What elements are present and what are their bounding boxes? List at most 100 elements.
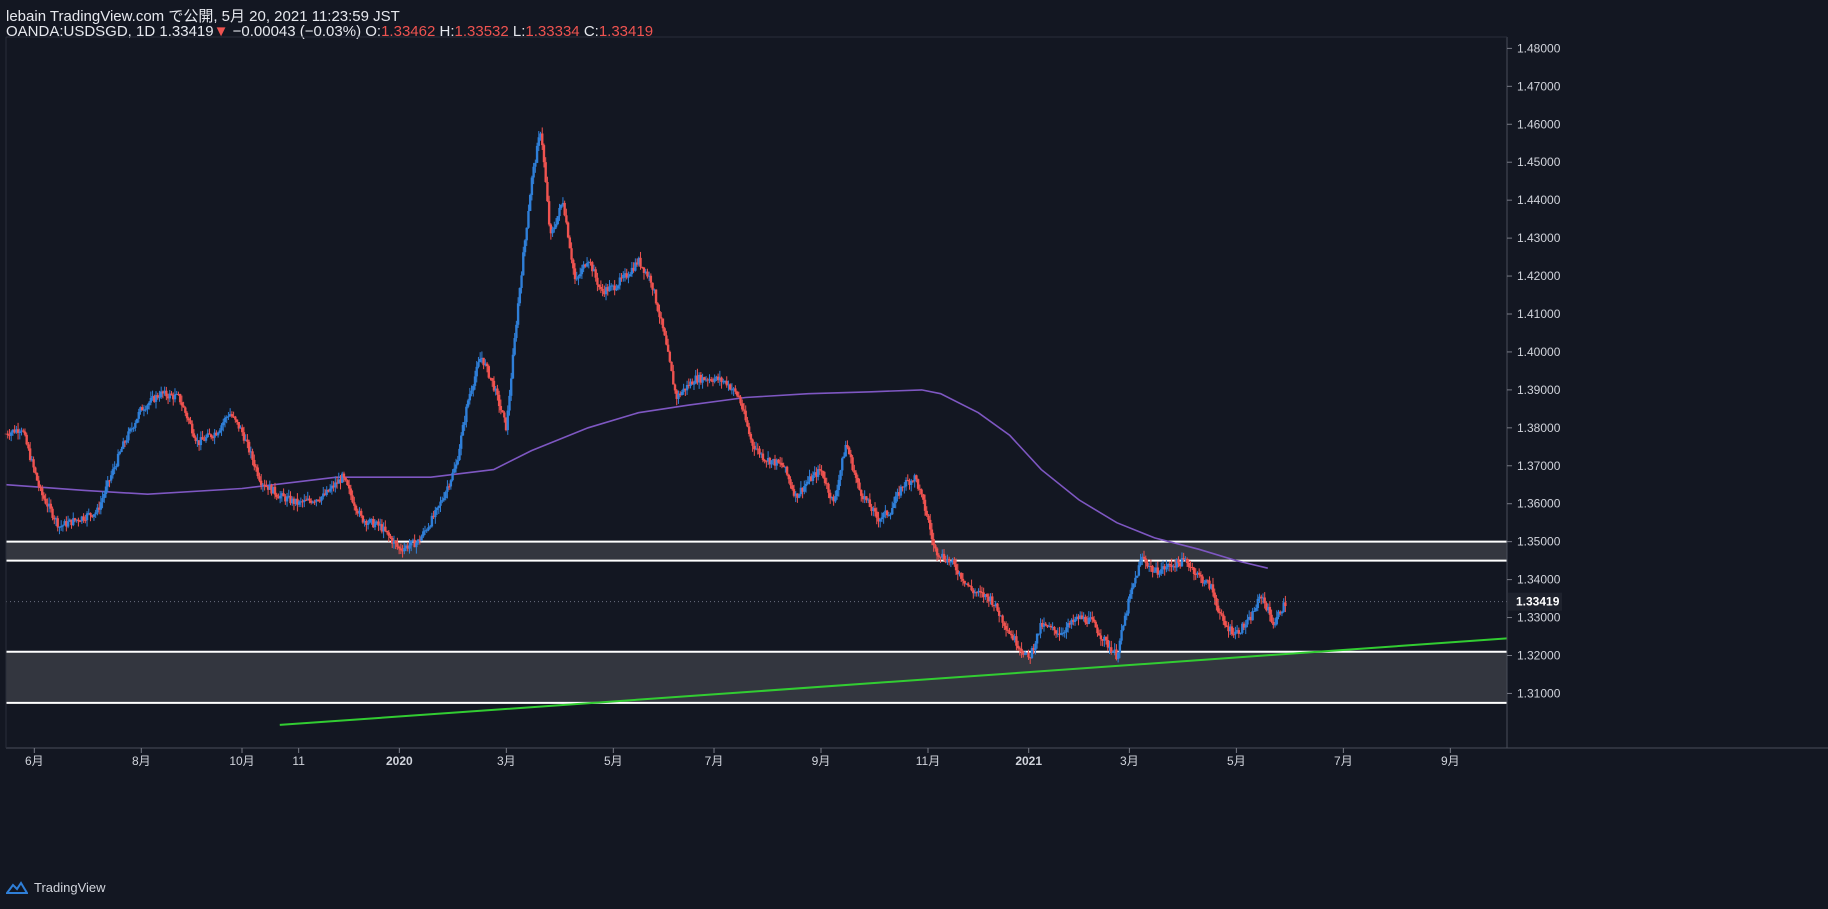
candle-body bbox=[811, 475, 815, 481]
candle-body bbox=[949, 561, 953, 563]
candle-body bbox=[1122, 625, 1125, 631]
candle-body bbox=[753, 445, 756, 450]
candle-body bbox=[1127, 598, 1130, 614]
candle-body bbox=[1260, 596, 1263, 599]
price-tick-label: 1.37000 bbox=[1517, 459, 1561, 473]
candle-body bbox=[851, 457, 854, 471]
candle-body bbox=[1275, 616, 1278, 625]
candle-body bbox=[54, 518, 58, 520]
candle-body bbox=[289, 495, 292, 504]
candle-body bbox=[201, 437, 204, 440]
candle-body bbox=[61, 525, 65, 527]
candle-body bbox=[1208, 580, 1211, 589]
candle-body bbox=[504, 417, 508, 431]
candle-body bbox=[341, 473, 344, 483]
candle-body bbox=[75, 519, 78, 521]
candle-body bbox=[1056, 633, 1059, 635]
candle-body bbox=[866, 499, 870, 501]
candle-body bbox=[1049, 625, 1053, 628]
symbol-label[interactable]: OANDA:USDSGD, 1D bbox=[6, 23, 156, 40]
candle-body bbox=[835, 490, 839, 497]
candle-body bbox=[656, 303, 659, 311]
candle-body bbox=[977, 590, 980, 593]
candle-body bbox=[263, 484, 266, 487]
candle-body bbox=[404, 545, 408, 549]
candle-body bbox=[860, 489, 863, 496]
candle-body bbox=[32, 459, 35, 468]
candle-body bbox=[103, 494, 106, 499]
candle-body bbox=[82, 516, 85, 521]
candle-body bbox=[911, 480, 915, 482]
candle-body bbox=[1094, 621, 1097, 628]
candle-body bbox=[561, 202, 565, 205]
candle-body bbox=[80, 516, 84, 522]
candle-body bbox=[235, 419, 239, 423]
candle-body bbox=[925, 510, 928, 516]
candle-body bbox=[592, 269, 596, 272]
candle-body bbox=[128, 428, 132, 432]
candle-body bbox=[623, 273, 627, 275]
candle-body bbox=[710, 379, 713, 381]
candle-body bbox=[158, 397, 161, 399]
candle-body bbox=[296, 498, 299, 505]
candle-body bbox=[528, 194, 532, 212]
candle-body bbox=[1132, 583, 1135, 588]
candle-body bbox=[1025, 652, 1028, 654]
price-tick-label: 1.41000 bbox=[1517, 307, 1561, 321]
candle-body bbox=[1151, 566, 1154, 573]
candle-body bbox=[1089, 617, 1092, 619]
candle-body bbox=[87, 512, 90, 514]
candle-body bbox=[1194, 574, 1197, 576]
candle-body bbox=[1103, 636, 1106, 641]
candle-body bbox=[449, 480, 453, 487]
candle-body bbox=[85, 513, 89, 521]
tradingview-brand[interactable]: TradingView bbox=[6, 880, 106, 895]
candle-body bbox=[477, 362, 480, 367]
candle-body bbox=[363, 520, 366, 523]
support-trendline bbox=[279, 637, 1508, 726]
candle-body bbox=[1161, 566, 1165, 570]
candle-body bbox=[728, 384, 732, 390]
candle-body bbox=[654, 289, 658, 304]
price-tick-label: 1.44000 bbox=[1517, 193, 1561, 207]
time-tick-label: 11 bbox=[292, 754, 305, 768]
candle-body bbox=[1239, 632, 1242, 634]
candle-body bbox=[872, 508, 875, 512]
candle-body bbox=[151, 396, 154, 398]
time-axis[interactable]: 6月 8月 10月 11 2020 3月 5月 7月 9月 11月 2021 3月 5月 7月 9月 bbox=[25, 748, 1460, 768]
candle-body bbox=[1197, 572, 1201, 575]
candle-body bbox=[1146, 562, 1149, 567]
candle-body bbox=[935, 548, 939, 556]
candle-body bbox=[856, 477, 859, 483]
candle-body bbox=[385, 530, 389, 533]
price-tick-label: 1.47000 bbox=[1517, 79, 1561, 93]
price-axis[interactable]: 1.48000 1.47000 1.46000 1.45000 1.44000 1.430… bbox=[1507, 41, 1562, 700]
candle-body bbox=[261, 484, 265, 486]
candle-body bbox=[1235, 630, 1239, 632]
candle-body bbox=[589, 262, 592, 264]
candle-body bbox=[870, 506, 873, 512]
low-label: L: bbox=[512, 23, 526, 40]
candle-body bbox=[1223, 620, 1227, 626]
candle-body bbox=[1189, 567, 1192, 569]
close-value: 1.33419 bbox=[598, 23, 654, 40]
candle-body bbox=[737, 395, 741, 397]
candle-body bbox=[254, 466, 258, 468]
candle-body bbox=[704, 379, 708, 381]
moving-average-line bbox=[5, 389, 1268, 569]
candle-body bbox=[747, 426, 751, 434]
candle-body bbox=[1020, 648, 1023, 653]
candle-body bbox=[1053, 626, 1056, 631]
candle-body bbox=[873, 508, 877, 512]
candle-body bbox=[1249, 616, 1253, 621]
candle-body bbox=[1104, 636, 1108, 641]
candle-body bbox=[172, 395, 175, 400]
candle-body bbox=[1018, 648, 1022, 650]
candle-body bbox=[92, 514, 96, 517]
candle-body bbox=[220, 425, 223, 431]
candle-body bbox=[984, 594, 987, 598]
moving-average-layer bbox=[5, 389, 1268, 569]
candle-body bbox=[1066, 623, 1070, 628]
zone-0 bbox=[6, 541, 1507, 561]
